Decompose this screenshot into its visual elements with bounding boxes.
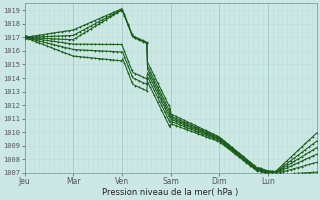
X-axis label: Pression niveau de la mer( hPa ): Pression niveau de la mer( hPa ) (102, 188, 239, 197)
